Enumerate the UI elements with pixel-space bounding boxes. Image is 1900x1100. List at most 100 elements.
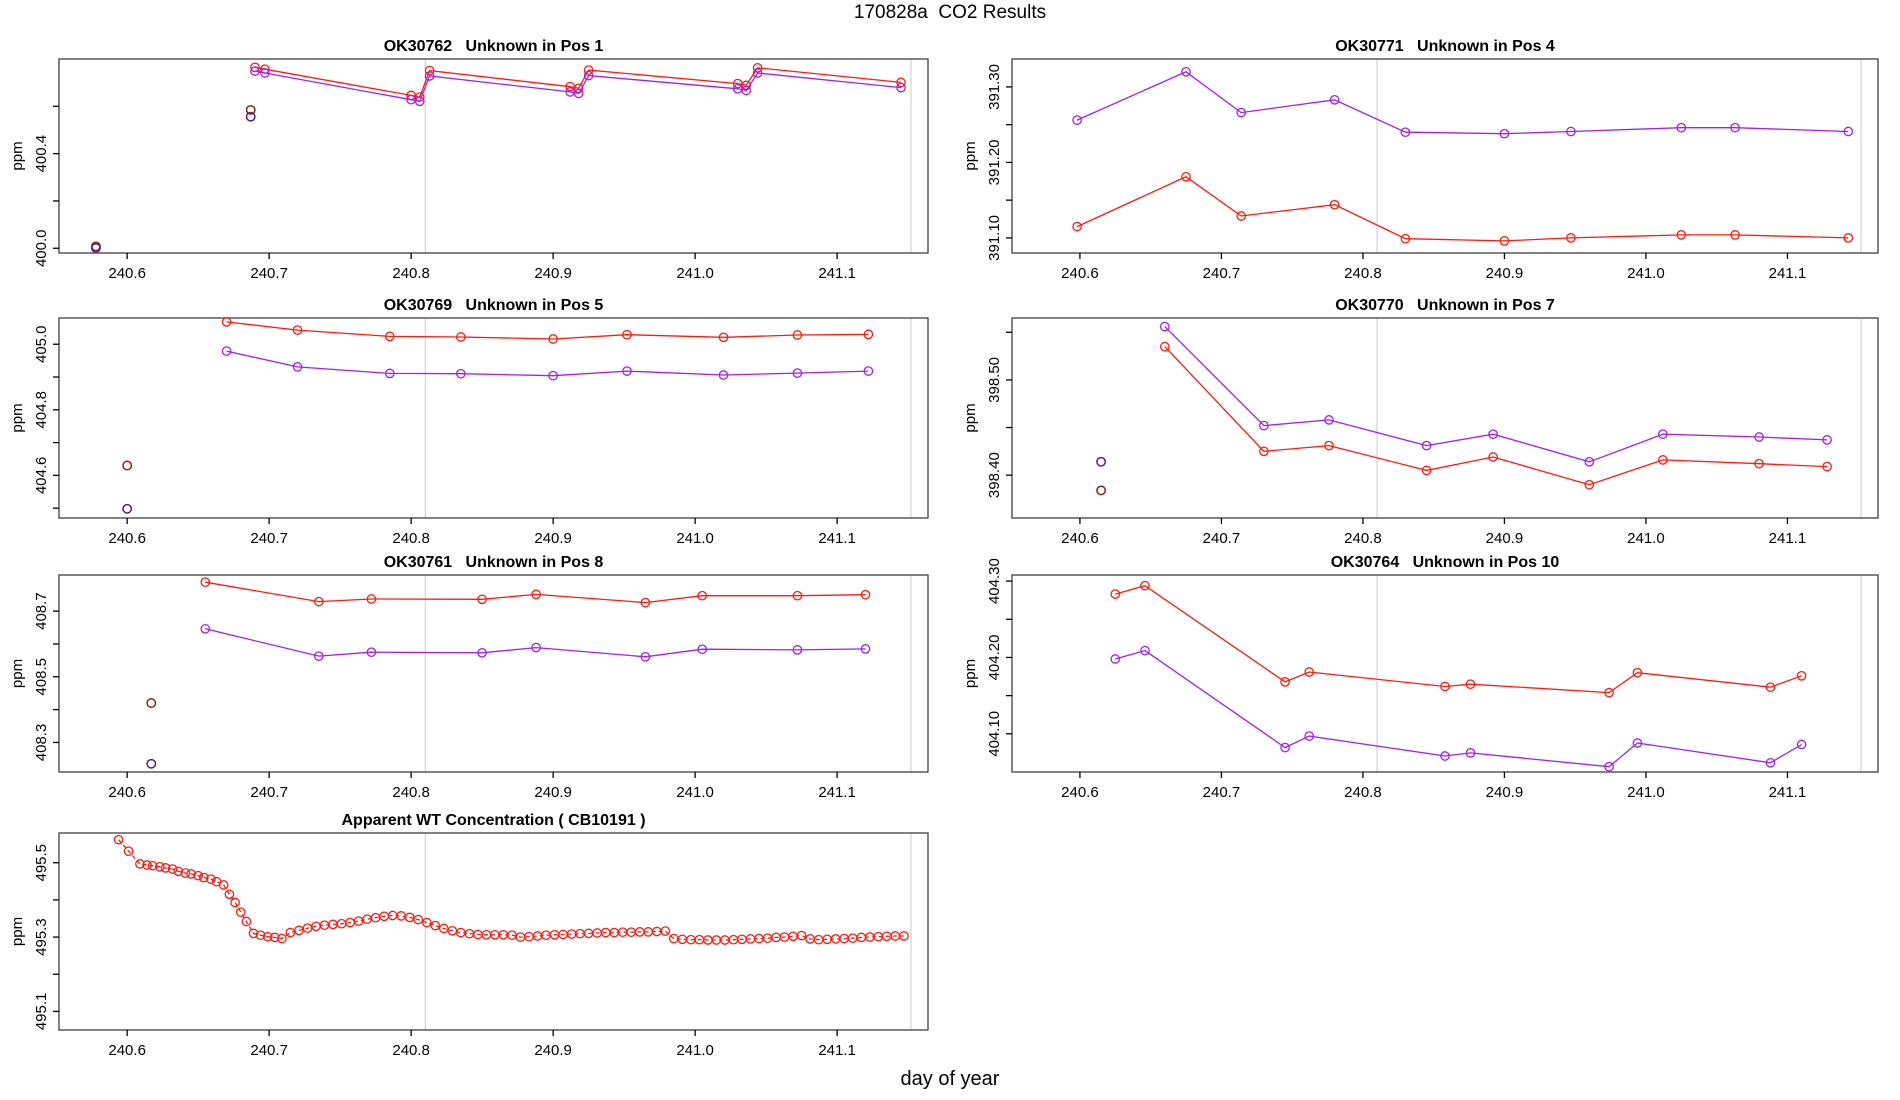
data-point <box>1822 435 1832 445</box>
data-point <box>697 590 708 601</box>
x-tick-label: 241.0 <box>1627 784 1665 801</box>
y-axis: 398.40 398.50 <box>986 331 1012 498</box>
y-axis-title: ppm <box>962 141 979 170</box>
plot-box <box>1011 317 1879 519</box>
x-tick-label: 240.7 <box>1203 265 1241 282</box>
y-tick-label: 405.0 <box>33 325 50 363</box>
x-axis-label: day of year <box>900 1068 1000 1090</box>
data-point <box>200 577 211 588</box>
series-red <box>221 317 874 344</box>
x-tick-label: 240.7 <box>1203 784 1241 801</box>
data-point <box>250 66 260 76</box>
data-point <box>1676 122 1687 133</box>
data-point <box>1604 761 1614 772</box>
series-line-purple <box>1164 326 1828 463</box>
y-axis-title: ppm <box>9 659 26 688</box>
data-point <box>718 332 729 343</box>
x-tick-label: 240.7 <box>1203 530 1241 547</box>
data-point <box>1110 654 1121 664</box>
data-point <box>796 930 807 941</box>
data-point <box>230 897 240 908</box>
outlier-point <box>146 698 157 708</box>
data-point <box>218 880 229 890</box>
x-axis: 240.6 240.7 240.8 240.9 241.0 241.1 <box>1061 518 1806 547</box>
x-axis: 240.6 240.7 240.8 240.9 241.0 241.1 <box>108 253 856 282</box>
data-point <box>455 368 466 379</box>
data-point <box>186 869 196 879</box>
data-point <box>455 332 466 342</box>
data-point <box>200 623 211 634</box>
data-point <box>292 362 303 372</box>
x-tick-label: 241.0 <box>1627 265 1665 282</box>
plot-box <box>1011 58 1879 254</box>
y-axis-title: ppm <box>9 141 26 170</box>
data-point <box>1072 115 1082 125</box>
y-tick-label: 391.30 <box>986 64 1003 110</box>
series-line-purple <box>226 350 869 377</box>
y-axis: 404.10 404.20 404.30 <box>986 558 1012 757</box>
data-point <box>313 596 324 607</box>
data-point <box>860 644 871 654</box>
data-point <box>548 370 558 381</box>
data-point <box>384 331 395 342</box>
data-point <box>1843 233 1854 243</box>
x-tick-label: 241.0 <box>676 265 714 282</box>
data-point <box>1400 127 1411 138</box>
series-line-red <box>1076 176 1849 242</box>
data-point <box>741 85 752 96</box>
plot-box <box>1011 574 1879 773</box>
data-point <box>1765 682 1776 693</box>
series-red <box>1159 341 1832 490</box>
y-tick-label: 404.6 <box>33 457 50 495</box>
y-axis: 404.6 404.8 405.0 <box>33 325 59 509</box>
data-point <box>697 644 708 655</box>
y-axis: 400.0 400.4 <box>33 105 59 267</box>
data-point <box>1730 230 1740 240</box>
plot-box <box>58 832 929 1031</box>
data-point <box>414 96 425 107</box>
series-line-red <box>1115 584 1802 694</box>
x-tick-label: 240.6 <box>108 265 146 282</box>
y-axis: 495.1 495.3 495.5 <box>33 844 59 1030</box>
data-point <box>899 931 909 941</box>
series-line-purple <box>1076 71 1849 135</box>
data-point <box>235 907 246 918</box>
data-point <box>531 589 541 600</box>
y-axis-title: ppm <box>9 917 26 946</box>
data-point <box>583 65 594 75</box>
data-point <box>180 868 191 878</box>
data-point <box>1421 440 1432 451</box>
series-red <box>250 62 906 102</box>
data-point <box>1329 199 1340 210</box>
data-point <box>1236 107 1247 118</box>
data-point <box>1159 321 1170 332</box>
x-axis: 240.6 240.7 240.8 240.9 241.0 241.1 <box>108 518 856 547</box>
data-point <box>1499 236 1510 246</box>
data-point <box>896 82 906 93</box>
x-tick-label: 241.1 <box>1769 784 1807 801</box>
series-red <box>200 577 871 608</box>
data-point <box>752 68 763 78</box>
series-purple <box>221 346 874 381</box>
data-point <box>167 864 178 874</box>
x-tick-label: 241.0 <box>676 530 714 547</box>
outlier-point <box>90 243 101 253</box>
y-tick-label: 495.3 <box>33 918 50 956</box>
data-point <box>863 366 874 376</box>
y-axis: 391.10 391.20 391.30 <box>986 64 1012 261</box>
plot-box <box>58 574 929 773</box>
data-point <box>430 920 441 931</box>
data-point <box>1304 667 1315 677</box>
data-point <box>1499 128 1510 139</box>
series-red <box>1110 580 1807 698</box>
outlier-point <box>122 503 133 514</box>
data-point <box>366 594 377 604</box>
data-point <box>221 346 232 356</box>
x-tick-label: 240.9 <box>1486 265 1524 282</box>
series-line-red <box>118 839 904 941</box>
data-point <box>622 366 632 376</box>
